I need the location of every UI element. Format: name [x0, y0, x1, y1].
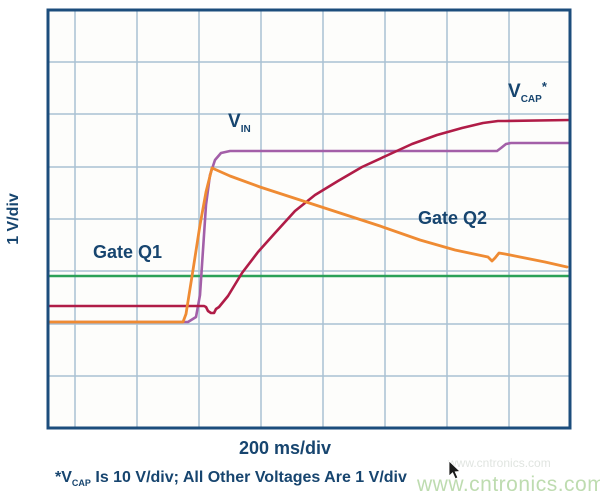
y-axis-label: 1 V/div	[4, 193, 22, 245]
watermark: www.cntronics.com	[417, 473, 600, 496]
vcap-subscript: CAP	[520, 93, 542, 105]
watermark-faint: www.cntronics.com	[448, 456, 551, 470]
trace-label-gate-q1: Gate Q1	[93, 242, 163, 262]
footnote-subscript: CAP	[71, 478, 91, 489]
scale-footnote: *VCAP Is 10 V/div; All Other Voltages Ar…	[55, 469, 407, 488]
vcap-asterisk: *	[541, 79, 547, 94]
mouse-cursor-icon	[448, 461, 461, 480]
footnote-rest: Is 10 V/div; All Other Voltages Are 1 V/…	[90, 469, 407, 486]
trace-label-vcap: VCAP*	[508, 79, 547, 105]
x-axis-label: 200 ms/div	[238, 438, 332, 458]
vcap-main-text: V	[508, 81, 521, 102]
footnote-star-v: *V	[55, 469, 72, 486]
trace-label-gate-q2: Gate Q2	[418, 208, 488, 228]
vin-subscript: IN	[240, 123, 251, 135]
vin-main-text: V	[228, 111, 241, 132]
trace-label-vin: VIN	[228, 111, 251, 135]
